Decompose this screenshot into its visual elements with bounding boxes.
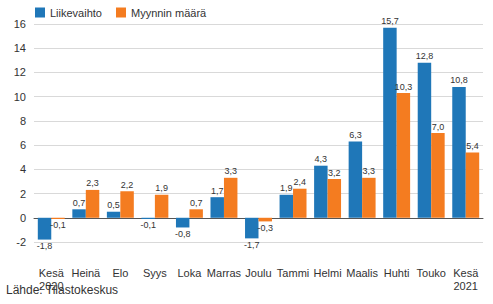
svg-text:6: 6 bbox=[20, 139, 26, 151]
svg-text:0,5: 0,5 bbox=[107, 200, 120, 210]
svg-text:Kesä: Kesä bbox=[453, 267, 479, 279]
svg-text:Huhti: Huhti bbox=[384, 267, 410, 279]
svg-text:10: 10 bbox=[14, 91, 26, 103]
svg-text:Maalis: Maalis bbox=[346, 267, 378, 279]
svg-text:Joulu: Joulu bbox=[245, 267, 271, 279]
svg-text:4,3: 4,3 bbox=[315, 154, 328, 164]
svg-text:Kesä: Kesä bbox=[39, 267, 65, 279]
svg-text:Lähde: Tilastokeskus: Lähde: Tilastokeskus bbox=[6, 283, 119, 297]
svg-text:12: 12 bbox=[14, 66, 26, 78]
svg-text:14: 14 bbox=[14, 42, 26, 54]
svg-text:3,3: 3,3 bbox=[224, 166, 237, 176]
svg-text:2: 2 bbox=[20, 188, 26, 200]
svg-text:0: 0 bbox=[20, 212, 26, 224]
svg-text:1,7: 1,7 bbox=[211, 186, 224, 196]
svg-text:Touko: Touko bbox=[417, 267, 446, 279]
svg-text:Loka: Loka bbox=[177, 267, 202, 279]
svg-text:0,7: 0,7 bbox=[190, 198, 203, 208]
svg-text:Helmi: Helmi bbox=[314, 267, 342, 279]
svg-text:-1,8: -1,8 bbox=[37, 241, 53, 251]
svg-text:-0,1: -0,1 bbox=[50, 220, 66, 230]
svg-text:-2: -2 bbox=[16, 236, 26, 248]
svg-text:-0,3: -0,3 bbox=[257, 223, 273, 233]
svg-text:2,4: 2,4 bbox=[294, 177, 307, 187]
svg-text:2,3: 2,3 bbox=[86, 178, 99, 188]
svg-text:Liikevaihto: Liikevaihto bbox=[50, 7, 102, 19]
svg-text:-1,7: -1,7 bbox=[244, 240, 260, 250]
svg-text:1,9: 1,9 bbox=[155, 183, 168, 193]
svg-text:10,3: 10,3 bbox=[395, 82, 413, 92]
svg-text:2020: 2020 bbox=[39, 280, 63, 292]
svg-text:5,4: 5,4 bbox=[466, 141, 479, 151]
svg-text:Heinä: Heinä bbox=[71, 267, 101, 279]
svg-text:4: 4 bbox=[20, 163, 26, 175]
svg-text:Tammi: Tammi bbox=[277, 267, 309, 279]
svg-text:6,3: 6,3 bbox=[349, 130, 362, 140]
svg-text:Elo: Elo bbox=[112, 267, 128, 279]
svg-text:10,8: 10,8 bbox=[450, 75, 468, 85]
svg-text:8: 8 bbox=[20, 115, 26, 127]
svg-text:2021: 2021 bbox=[453, 280, 477, 292]
svg-text:1,9: 1,9 bbox=[280, 183, 293, 193]
svg-text:Myynnin määrä: Myynnin määrä bbox=[131, 7, 207, 19]
svg-text:16: 16 bbox=[14, 18, 26, 30]
svg-text:0,7: 0,7 bbox=[73, 198, 86, 208]
svg-text:Marras: Marras bbox=[207, 267, 242, 279]
svg-text:3,3: 3,3 bbox=[363, 166, 376, 176]
svg-text:-0,1: -0,1 bbox=[140, 220, 156, 230]
svg-text:Syys: Syys bbox=[143, 267, 167, 279]
svg-text:3,2: 3,2 bbox=[328, 168, 341, 178]
svg-text:2,2: 2,2 bbox=[121, 180, 134, 190]
svg-text:12,8: 12,8 bbox=[416, 51, 434, 61]
svg-text:-0,8: -0,8 bbox=[175, 229, 191, 239]
svg-text:7,0: 7,0 bbox=[432, 122, 445, 132]
svg-text:15,7: 15,7 bbox=[381, 16, 399, 26]
